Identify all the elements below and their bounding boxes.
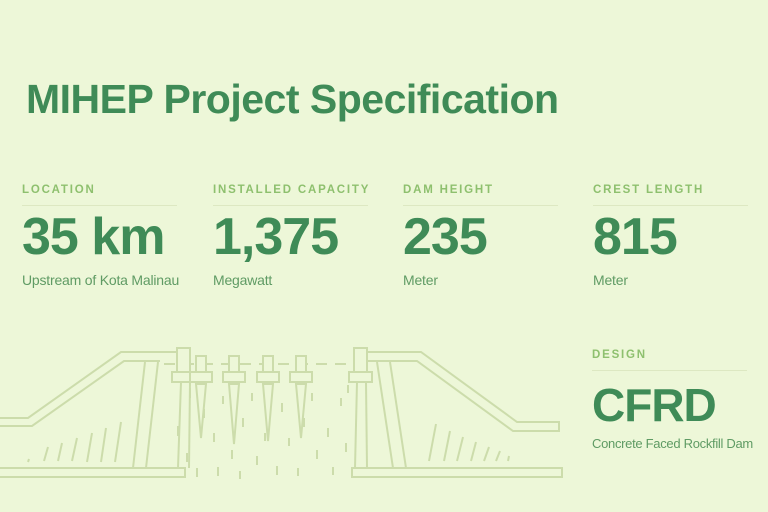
stat-value: 1,375 bbox=[213, 208, 339, 266]
stat-divider bbox=[213, 205, 368, 206]
stat-divider bbox=[592, 370, 747, 371]
page-title: MIHEP Project Specification bbox=[26, 76, 559, 122]
stat-label: LOCATION bbox=[22, 184, 96, 196]
stat-divider bbox=[403, 205, 558, 206]
stat-crest-length: CREST LENGTH 815 Meter bbox=[593, 184, 768, 288]
stat-value: CFRD bbox=[592, 379, 717, 431]
stat-label: INSTALLED CAPACITY bbox=[213, 184, 371, 196]
stat-value: 815 bbox=[593, 208, 678, 266]
stat-value: 235 bbox=[403, 208, 488, 266]
stat-description: Meter bbox=[403, 271, 438, 288]
stat-label: CREST LENGTH bbox=[593, 184, 705, 196]
stat-location: LOCATION 35 km Upstream of Kota Malinau bbox=[22, 184, 198, 288]
stat-installed-capacity: INSTALLED CAPACITY 1,375 Megawatt bbox=[213, 184, 389, 288]
stat-label: DESIGN bbox=[592, 349, 647, 361]
water-spray-icon bbox=[177, 385, 349, 479]
stat-description: Megawatt bbox=[213, 271, 273, 288]
stat-description: Concrete Faced Rockfill Dam bbox=[592, 436, 753, 452]
stat-dam-height: DAM HEIGHT 235 Meter bbox=[403, 184, 579, 288]
stat-value: 35 km bbox=[22, 208, 165, 266]
stat-label: DAM HEIGHT bbox=[403, 184, 494, 196]
spillway-gates-icon bbox=[189, 355, 313, 445]
stat-divider bbox=[593, 205, 748, 206]
stat-design: DESIGN CFRD Concrete Faced Rockfill Dam bbox=[592, 349, 768, 451]
stat-description: Meter bbox=[593, 271, 628, 288]
stat-description: Upstream of Kota Malinau bbox=[22, 271, 180, 288]
dam-illustration bbox=[0, 347, 563, 479]
spillway-tower-icon bbox=[348, 347, 373, 383]
stat-divider bbox=[22, 205, 177, 206]
